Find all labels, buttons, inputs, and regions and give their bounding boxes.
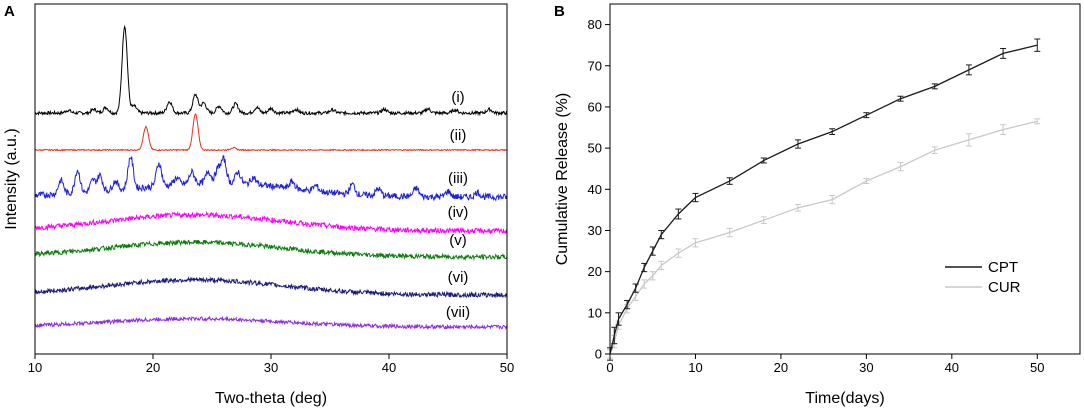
panel-b-xtick-label: 30 — [859, 360, 873, 375]
panel-b-errorbar-cur — [829, 194, 836, 205]
panel-b-ytick-label: 60 — [588, 99, 602, 114]
panel-b-errorbar-cpt — [675, 208, 682, 220]
panel-b-errorbar-cpt — [965, 64, 972, 76]
panel-b-errorbar-cur — [675, 248, 682, 258]
panel-a-trace-label-1: (i) — [451, 89, 464, 106]
panel-b-xtick-label: 20 — [774, 360, 788, 375]
panel-a-trace-4 — [34, 210, 508, 235]
panel-b-errorbar-cur — [795, 204, 801, 212]
panel-b-errorbar-cpt — [649, 246, 656, 256]
panel-b-ytick-label: 80 — [588, 17, 602, 32]
panel-a-label: A — [4, 3, 15, 20]
panel-b-errorbar-cur — [1000, 124, 1007, 136]
panel-b-frame — [609, 3, 1081, 355]
panel-b-errorbar-cur — [641, 279, 648, 289]
panel-b-errorbar-cpt — [795, 139, 801, 149]
panel-a-xtick-label: 20 — [146, 360, 160, 375]
panel-b-chart: 0 10 20 30 40 50 0 10 20 30 40 50 60 70 80 CPT CUR — [588, 17, 1045, 375]
panel-a-xtick-label: 10 — [28, 360, 42, 375]
panel-a-chart: 10 20 30 40 50 (i) (ii) (iii) (iv) (v) (vi) (vii) — [28, 24, 514, 375]
panel-a-trace-7 — [34, 315, 508, 331]
panel-a-trace-label-3: (iii) — [448, 170, 468, 187]
panel-b-errorbar-cur — [692, 238, 699, 248]
panel-b-errorbar-cur — [1034, 118, 1041, 125]
panel-b-ytick-label: 70 — [588, 58, 602, 73]
panel-b-xtick-label: 50 — [1030, 360, 1044, 375]
panel-a-ylabel: Intensity (a.u.) — [3, 128, 20, 229]
panel-a-trace-label-5: (v) — [449, 232, 467, 249]
panel-a-trace-label-2: (ii) — [450, 127, 467, 144]
panel-a-xtick-label: 50 — [500, 360, 514, 375]
panel-b-errorbar-cpt — [760, 157, 767, 164]
panel-b-errorbar-cpt — [611, 326, 618, 345]
panel-a-trace-label-7: (vii) — [446, 304, 470, 321]
panel-b-errorbar-cpt — [692, 192, 699, 203]
panel-a-trace-6 — [34, 276, 508, 299]
panel-b-label: B — [554, 3, 565, 20]
panel-b-ytick-label: 50 — [588, 141, 602, 156]
panel-b-errorbar-cur — [863, 178, 870, 185]
panel-b-series-cpt — [609, 44, 1038, 355]
panel-b-xtick-label: 0 — [606, 360, 613, 375]
panel-b-errorbar-cpt — [863, 112, 870, 119]
panel-a-frame — [34, 3, 508, 355]
panel-a-xtick-label: 40 — [382, 360, 396, 375]
panel-b-ytick-label: 0 — [595, 347, 602, 362]
panel-b-ytick-label: 20 — [588, 264, 602, 279]
panel-b-errorbar-cur — [965, 133, 972, 147]
panel-b-errorbar-cur — [658, 260, 665, 271]
legend-label-cpt: CPT — [988, 259, 1018, 276]
panel-b-errorbar-cur — [649, 271, 656, 281]
panel-b-errorbar-cpt — [1034, 38, 1041, 52]
panel-a-trace-5 — [34, 239, 508, 261]
panel-b-errorbar-cur — [760, 216, 767, 224]
panel-b-errorbar-cur — [897, 162, 904, 172]
panel-b-errorbar-cpt — [1000, 47, 1007, 59]
panel-b-ytick-label: 40 — [588, 182, 602, 197]
panel-b-series-cur — [609, 120, 1038, 355]
panel-b-ytick-label: 10 — [588, 305, 602, 320]
panel-b-errorbar-cpt — [658, 229, 665, 240]
panel-a-trace-1 — [34, 24, 508, 117]
panel-b-xtick-label: 10 — [688, 360, 702, 375]
panel-b-errorbar-cpt — [829, 128, 836, 136]
panel-b-errorbar-cpt — [897, 95, 904, 102]
panel-b-xtick-label: 40 — [945, 360, 959, 375]
panel-a-trace-label-4: (iv) — [448, 204, 469, 221]
panel-a-trace-3 — [34, 155, 508, 202]
panel-a-trace-label-6: (vi) — [448, 269, 469, 286]
panel-b-errorbar-cpt — [624, 299, 631, 310]
panel-b-errorbar-cpt — [632, 283, 639, 293]
panel-b-legend: CPT CUR — [945, 259, 1021, 296]
panel-b-errorbar-cpt — [615, 312, 622, 326]
panel-b-errorbar-cur — [726, 227, 733, 238]
panel-b-errorbar-cur — [931, 146, 938, 154]
panel-b-errorbar-cpt — [641, 262, 648, 273]
panel-a-xlabel: Two-theta (deg) — [215, 390, 327, 407]
panel-b-errorbar-cpt — [931, 83, 938, 90]
panel-b-ylabel: Cumulative Release (%) — [554, 93, 571, 266]
panel-a-xtick-label: 30 — [264, 360, 278, 375]
panel-a-trace-2 — [34, 113, 508, 152]
legend-label-cur: CUR — [988, 279, 1021, 296]
panel-b-ytick-label: 30 — [588, 223, 602, 238]
panel-b-xlabel: Time(days) — [805, 390, 884, 407]
panel-b-errorbar-cpt — [726, 177, 733, 185]
